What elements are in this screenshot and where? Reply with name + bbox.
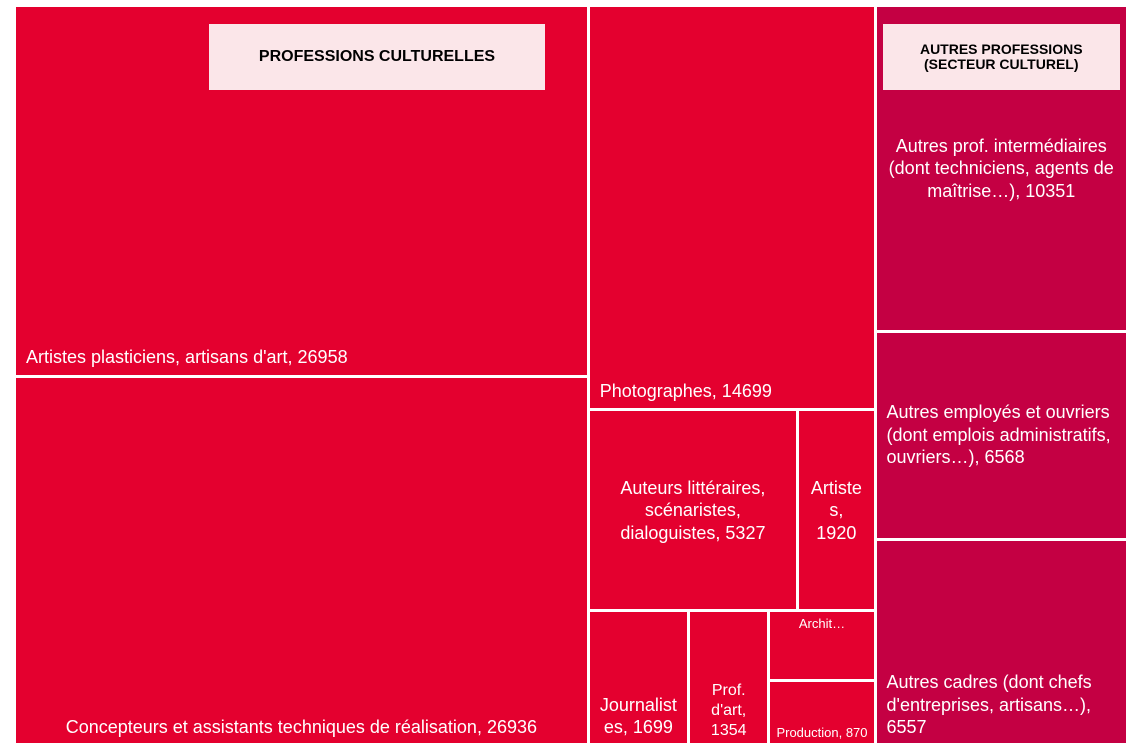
cell-label: Archit…: [798, 616, 846, 632]
cell-label: Autres cadres (dont chefs d'entreprises,…: [886, 672, 1092, 738]
cell-label: Artistes, 1920: [810, 477, 862, 543]
cell-label: Autres prof. intermédiaires (dont techni…: [888, 135, 1114, 201]
treemap-cell: Production, 870: [770, 682, 874, 743]
cell-label: Journalistes, 1699: [599, 694, 677, 738]
cell-label: Auteurs littéraires, scénaristes, dialog…: [620, 477, 766, 543]
treemap-cell: Auteurs littéraires, scénaristes, dialog…: [589, 411, 797, 610]
treemap-cell: Autres cadres (dont chefs d'entreprises,…: [876, 540, 1126, 743]
treemap-cell: Autres employés et ouvriers (dont emploi…: [876, 332, 1126, 538]
cell-label: Concepteurs et assistants techniques de …: [65, 717, 537, 738]
treemap-cell: Photographes, 14699: [589, 7, 874, 409]
treemap-cell: Archit…: [770, 612, 874, 680]
treemap-cell: Concepteurs et assistants techniques de …: [16, 377, 587, 743]
group-header: AUTRES PROFESSIONS (SECTEUR CULTUREL): [882, 24, 1120, 90]
treemap-cell: Journalistes, 1699: [589, 612, 687, 743]
cell-label: Autres employés et ouvriers (dont emploi…: [886, 402, 1111, 468]
cell-label: Photographes, 14699: [599, 380, 772, 401]
cell-label: Artistes plasticiens, artisans d'art, 26…: [26, 347, 348, 368]
group-header: PROFESSIONS CULTURELLES: [209, 24, 545, 90]
cell-label: Prof. d'art, 1354: [710, 681, 747, 739]
cell-label: Production, 870: [776, 724, 868, 740]
treemap-cell: Artistes, 1920: [799, 411, 874, 610]
treemap-cell: Prof. d'art, 1354: [689, 612, 768, 743]
